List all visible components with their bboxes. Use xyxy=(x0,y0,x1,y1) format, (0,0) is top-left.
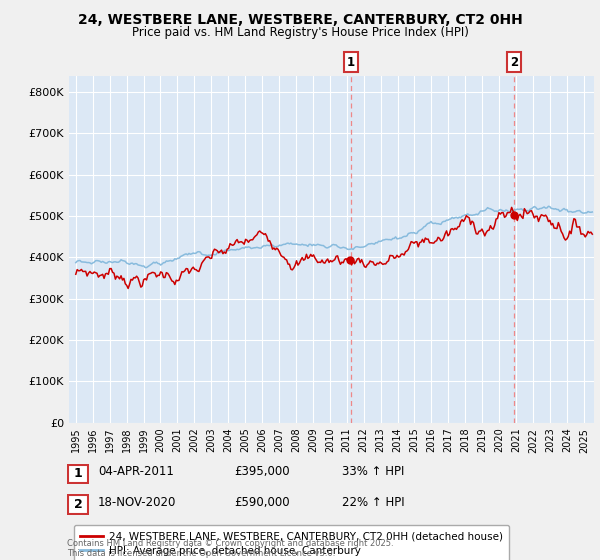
Text: 33% ↑ HPI: 33% ↑ HPI xyxy=(342,465,404,478)
Text: 1: 1 xyxy=(74,467,82,480)
Text: Price paid vs. HM Land Registry's House Price Index (HPI): Price paid vs. HM Land Registry's House … xyxy=(131,26,469,39)
Text: 18-NOV-2020: 18-NOV-2020 xyxy=(98,496,176,509)
Text: 22% ↑ HPI: 22% ↑ HPI xyxy=(342,496,404,509)
Text: 04-APR-2011: 04-APR-2011 xyxy=(98,465,173,478)
Text: 1: 1 xyxy=(347,55,355,69)
Text: £590,000: £590,000 xyxy=(234,496,290,509)
Text: 24, WESTBERE LANE, WESTBERE, CANTERBURY, CT2 0HH: 24, WESTBERE LANE, WESTBERE, CANTERBURY,… xyxy=(77,13,523,27)
Text: 2: 2 xyxy=(74,498,82,511)
Text: £395,000: £395,000 xyxy=(234,465,290,478)
Text: Contains HM Land Registry data © Crown copyright and database right 2025.
This d: Contains HM Land Registry data © Crown c… xyxy=(67,539,394,558)
Legend: 24, WESTBERE LANE, WESTBERE, CANTERBURY, CT2 0HH (detached house), HPI: Average : 24, WESTBERE LANE, WESTBERE, CANTERBURY,… xyxy=(74,525,509,560)
Text: 2: 2 xyxy=(510,55,518,69)
